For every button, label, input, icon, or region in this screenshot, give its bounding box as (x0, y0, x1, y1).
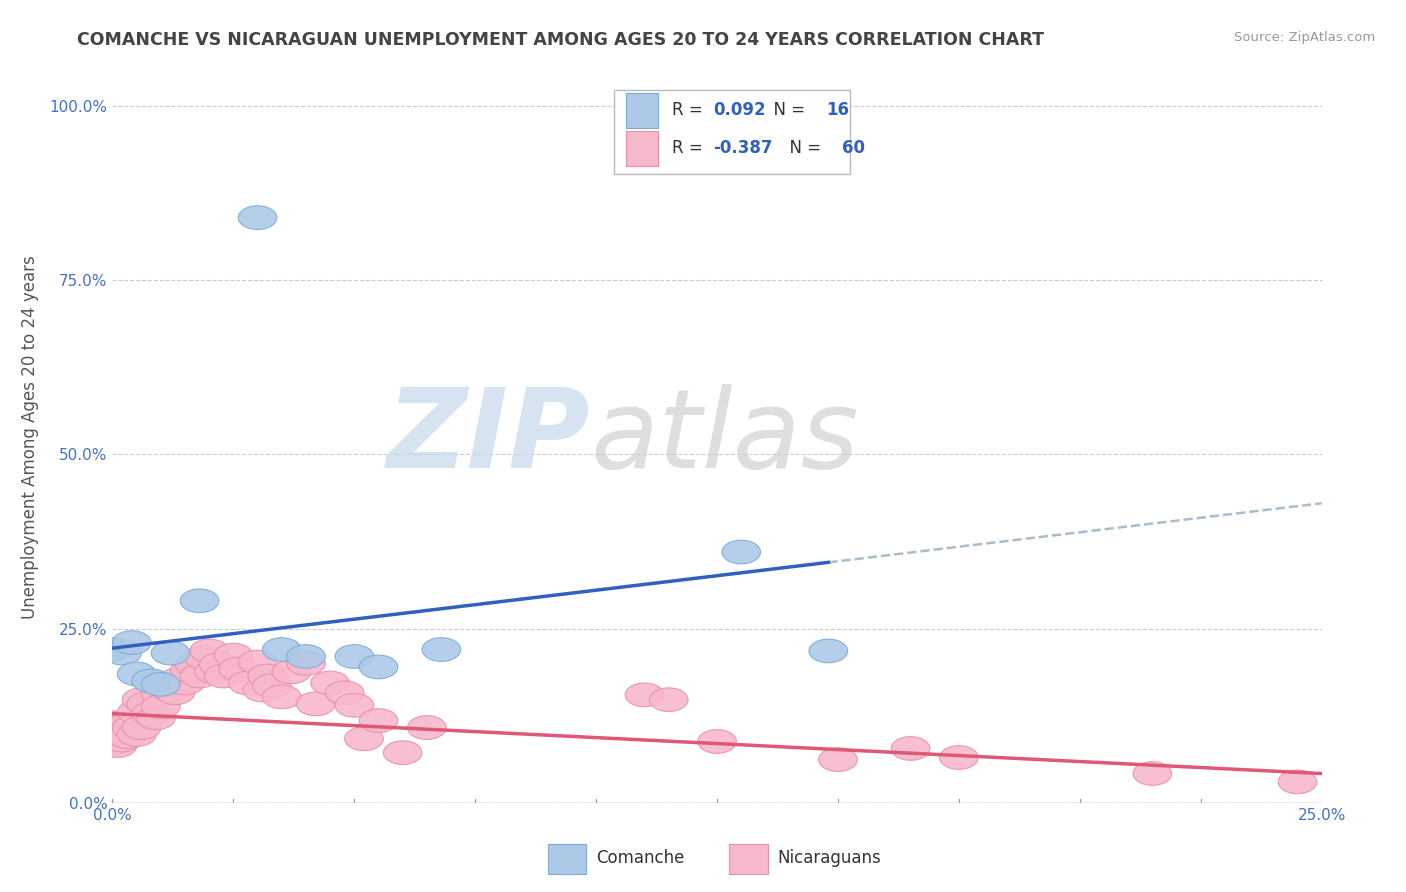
Ellipse shape (247, 665, 287, 688)
Text: R =: R = (672, 139, 709, 157)
Text: ZIP: ZIP (387, 384, 591, 491)
Ellipse shape (93, 723, 132, 747)
Ellipse shape (93, 731, 132, 756)
Text: Comanche: Comanche (596, 848, 685, 867)
Ellipse shape (335, 645, 374, 668)
Ellipse shape (127, 692, 166, 715)
Ellipse shape (142, 695, 180, 719)
Ellipse shape (132, 669, 170, 693)
Ellipse shape (287, 645, 325, 668)
Text: atlas: atlas (591, 384, 859, 491)
Ellipse shape (253, 674, 291, 698)
Ellipse shape (939, 746, 979, 770)
Ellipse shape (408, 715, 446, 739)
Ellipse shape (263, 638, 301, 661)
Ellipse shape (166, 671, 204, 695)
Ellipse shape (650, 688, 688, 712)
Ellipse shape (136, 706, 176, 730)
Ellipse shape (194, 660, 233, 683)
Ellipse shape (335, 693, 374, 717)
Ellipse shape (103, 722, 142, 745)
Ellipse shape (180, 589, 219, 613)
Ellipse shape (98, 715, 136, 739)
Ellipse shape (152, 678, 190, 702)
Ellipse shape (359, 709, 398, 732)
FancyBboxPatch shape (730, 845, 768, 874)
Ellipse shape (93, 638, 132, 661)
Text: COMANCHE VS NICARAGUAN UNEMPLOYMENT AMONG AGES 20 TO 24 YEARS CORRELATION CHART: COMANCHE VS NICARAGUAN UNEMPLOYMENT AMON… (77, 31, 1045, 49)
Ellipse shape (160, 667, 200, 690)
Ellipse shape (818, 747, 858, 772)
Ellipse shape (273, 660, 311, 683)
Ellipse shape (808, 639, 848, 663)
Ellipse shape (219, 657, 257, 681)
Ellipse shape (200, 653, 238, 677)
Ellipse shape (311, 671, 350, 695)
Ellipse shape (626, 683, 664, 706)
Ellipse shape (359, 655, 398, 679)
Ellipse shape (229, 671, 267, 695)
Ellipse shape (344, 727, 384, 750)
Ellipse shape (238, 206, 277, 229)
Ellipse shape (384, 740, 422, 764)
Ellipse shape (238, 650, 277, 674)
Ellipse shape (190, 639, 229, 663)
Ellipse shape (98, 725, 136, 748)
Text: Nicaraguans: Nicaraguans (778, 848, 882, 867)
FancyBboxPatch shape (626, 130, 658, 166)
Ellipse shape (1133, 762, 1171, 785)
Ellipse shape (122, 715, 160, 739)
Ellipse shape (103, 641, 142, 665)
Ellipse shape (146, 674, 186, 698)
Ellipse shape (108, 713, 146, 737)
Ellipse shape (297, 692, 335, 715)
Ellipse shape (93, 711, 132, 734)
Ellipse shape (891, 737, 929, 760)
Ellipse shape (112, 715, 152, 739)
Ellipse shape (112, 631, 152, 655)
Ellipse shape (721, 541, 761, 564)
Ellipse shape (117, 723, 156, 747)
Ellipse shape (152, 641, 190, 665)
Text: 16: 16 (825, 101, 849, 120)
Ellipse shape (325, 681, 364, 705)
Text: R =: R = (672, 101, 709, 120)
Ellipse shape (117, 700, 156, 724)
Text: 60: 60 (842, 139, 865, 157)
FancyBboxPatch shape (614, 90, 851, 174)
Text: N =: N = (763, 101, 810, 120)
Ellipse shape (156, 681, 194, 705)
Text: Source: ZipAtlas.com: Source: ZipAtlas.com (1234, 31, 1375, 45)
Ellipse shape (180, 665, 219, 688)
Ellipse shape (243, 678, 281, 702)
Ellipse shape (186, 646, 224, 670)
Ellipse shape (98, 734, 136, 757)
Ellipse shape (176, 653, 214, 677)
Ellipse shape (204, 665, 243, 688)
Ellipse shape (132, 702, 170, 725)
Ellipse shape (122, 688, 160, 712)
Ellipse shape (214, 643, 253, 667)
Text: -0.387: -0.387 (713, 139, 773, 157)
Ellipse shape (287, 652, 325, 675)
Ellipse shape (142, 673, 180, 697)
Ellipse shape (117, 662, 156, 686)
Y-axis label: Unemployment Among Ages 20 to 24 years: Unemployment Among Ages 20 to 24 years (21, 255, 38, 619)
Text: N =: N = (779, 139, 827, 157)
Ellipse shape (422, 638, 461, 661)
FancyBboxPatch shape (626, 93, 658, 128)
FancyBboxPatch shape (548, 845, 586, 874)
Ellipse shape (93, 718, 132, 741)
Ellipse shape (263, 685, 301, 709)
Text: 0.092: 0.092 (713, 101, 766, 120)
Ellipse shape (1278, 770, 1317, 794)
Ellipse shape (108, 725, 146, 748)
Ellipse shape (170, 658, 209, 682)
Ellipse shape (697, 730, 737, 754)
Ellipse shape (142, 683, 180, 706)
Ellipse shape (103, 728, 142, 752)
